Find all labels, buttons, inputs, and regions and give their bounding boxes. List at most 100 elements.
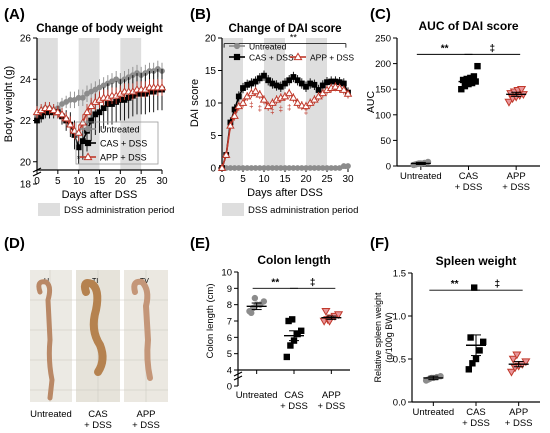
group-2-point-6 [512, 351, 522, 360]
series-2-point-16 [284, 88, 294, 97]
dss-period-band-2 [120, 38, 142, 170]
group-1-point-6 [471, 284, 478, 291]
group-1-point-2 [472, 355, 480, 363]
group-2-point-4 [333, 311, 344, 320]
series-2-point-0 [217, 163, 227, 171]
series-1-point-14 [277, 83, 284, 90]
y-tick-label-2: 5 [227, 349, 232, 360]
group-0-point-4 [260, 298, 268, 305]
group-1-point-0 [283, 353, 291, 361]
series-1-point-22 [311, 81, 318, 88]
series-1-point-13 [88, 117, 95, 124]
series-1-point-11 [265, 77, 272, 84]
legend-label-0: Untreated [249, 42, 287, 52]
y-axis-label: DAI score [189, 79, 201, 127]
axis-break-mark-2 [32, 171, 42, 177]
series-2-point-5 [53, 107, 63, 116]
series-1-point-20 [303, 83, 309, 90]
y-tick-label-5: 250 [375, 34, 391, 45]
series-1-point-5 [240, 85, 246, 91]
axis-break-mark-2 [233, 375, 243, 381]
group-2-point-0 [504, 98, 514, 107]
series-2-point-1 [221, 150, 231, 158]
x-tick-label-0: Untreated [236, 390, 278, 401]
x-axis-label: Days after DSS [62, 189, 138, 201]
y-tick-label-1: 5 [210, 131, 216, 142]
y-axis-label: Relative spleen weight(g/100g BW) [373, 292, 394, 383]
group-1-point-4 [480, 338, 487, 346]
auc-dai-chart: AUC of DAI score 0 50 100 150 200 250 Untreated… [365, 19, 540, 193]
legend-label-0: Untreated [100, 125, 140, 135]
group-2-point-5 [508, 355, 518, 364]
axis-break-mark-1 [233, 371, 243, 377]
colon-cas [80, 279, 107, 376]
legend-label-1: CAS + DSS [100, 139, 147, 149]
group-2-point-5 [321, 308, 331, 316]
x-tick-label-0: Untreated [412, 407, 454, 418]
series-2-point-9 [255, 90, 265, 98]
x-tick-label-2: APP + DSS [505, 407, 533, 429]
group-1-point-5 [467, 334, 474, 341]
group-1-point-0 [465, 366, 473, 373]
x-tick-label-0: Untreated [400, 171, 442, 182]
series-2-point-10 [74, 128, 83, 136]
chart-title: AUC of DAI score [418, 19, 518, 33]
y-axis-label: Body weight (g) [3, 66, 15, 142]
panel-label-d: (D) [4, 235, 25, 252]
y-tick-label-1: 20 [20, 157, 32, 168]
series-1-point-18 [294, 77, 301, 84]
group-1-point-3 [294, 330, 301, 338]
group-1-point-1 [287, 342, 294, 349]
sig-label-0: ** [451, 279, 459, 290]
dss-legend-swatch-a [38, 203, 60, 216]
y-axis-label: AUC [365, 90, 377, 113]
x-axis-label: Days after DSS [247, 187, 323, 199]
legend-label-2: APP + DSS [310, 53, 354, 63]
x-tick-label-1: 5 [240, 174, 246, 185]
x-tick-label-1: CAS + DSS [455, 171, 483, 193]
panel-label-b: (B) [190, 6, 211, 23]
series-1-point-16 [286, 77, 293, 84]
dss-period-band-0 [37, 38, 58, 170]
series-2-point-8 [251, 86, 260, 95]
chart-title: Colon length [257, 253, 330, 267]
group-1-point-6 [289, 316, 296, 323]
x-tick-label-3: 15 [94, 176, 106, 187]
x-tick-label-0: 0 [219, 174, 225, 185]
chart-title: Change of DAI score [228, 23, 341, 35]
dss-legend-label-a: DSS administration period [64, 205, 174, 216]
series-1-point-15 [96, 109, 103, 116]
series-2-point-6 [57, 109, 67, 118]
photo-label-cas: CAS + DSS [84, 409, 112, 431]
y-tick-label-2: 10 [205, 99, 217, 110]
legend-marker-1 [233, 53, 241, 61]
series-1-point-10 [261, 72, 267, 79]
series-1-point-19 [298, 80, 305, 87]
series-2-point-3 [45, 103, 54, 112]
series-1-point-8 [252, 78, 259, 85]
group-2-point-4 [521, 358, 531, 367]
sig-label-1: ‡ [495, 279, 501, 290]
series-2-point-18 [293, 98, 302, 106]
panel-label-e: (E) [190, 235, 210, 252]
x-tick-label-2: 10 [73, 176, 85, 187]
sig-label-1: ‡ [490, 43, 496, 54]
y-tick-label-0: 0 [386, 162, 391, 173]
series-2-point-8 [66, 120, 75, 128]
sig-label-0: ** [441, 43, 449, 54]
x-tick-label-2: APP + DSS [502, 171, 530, 193]
annotation-0: * [77, 154, 81, 164]
y-tick-label-3: 6 [227, 333, 232, 344]
dai-score-chart: Change of DAI score 0 5 10 15 20 25 30 0 5 10 15 20 D… [189, 23, 354, 199]
annotation-0: ** [290, 33, 298, 43]
series-1-point-29 [340, 80, 347, 87]
group-1-point-8 [470, 73, 478, 80]
y-tick-label-7: 10 [221, 268, 232, 279]
y-tick-label-4: 7 [227, 317, 232, 328]
y-tick-label-2: 22 [20, 116, 32, 127]
x-tick-label-6: 30 [156, 176, 168, 187]
y-tick-label-2: 1.0 [393, 312, 406, 323]
y-tick-label-3: 24 [20, 75, 32, 86]
series-2-point-4 [49, 105, 58, 114]
